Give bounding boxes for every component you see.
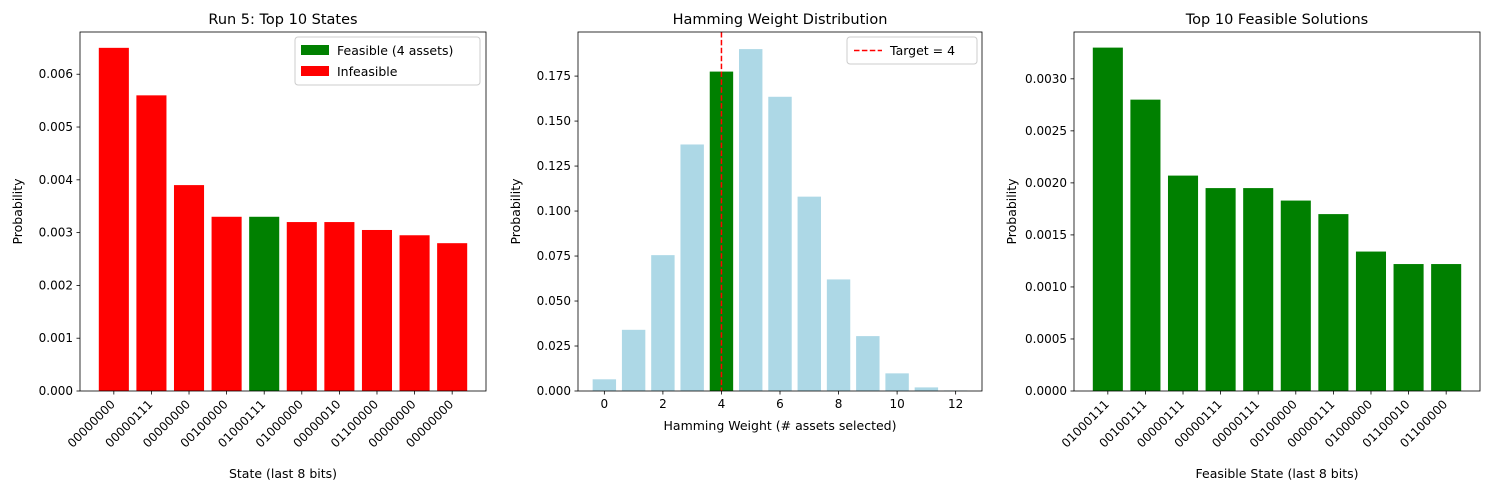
- legend-box: [846, 36, 978, 65]
- y-tick-label: 0.100: [537, 204, 571, 218]
- x-tick-label: 12: [948, 397, 963, 411]
- chart-panel-3: 0.0000 0.0005 0.0010 0.0015 0.0020 0.0025 0.00…: [1004, 12, 1481, 481]
- bar: [1130, 99, 1161, 391]
- bar: [914, 387, 939, 391]
- y-axis-label: Probability: [1004, 178, 1019, 245]
- y-tick-label: 0.000: [537, 384, 571, 398]
- bar: [1318, 214, 1349, 391]
- bar: [592, 379, 617, 391]
- bar: [1243, 188, 1274, 391]
- bar: [399, 235, 430, 391]
- legend-label: Feasible (4 assets): [337, 43, 453, 58]
- y-tick-label: 0.002: [39, 278, 73, 292]
- x-axis-label: Feasible State (last 8 bits): [1196, 466, 1359, 481]
- bar: [361, 229, 393, 391]
- bar: [680, 144, 704, 391]
- legend: Target = 4: [846, 36, 978, 65]
- legend-swatch: [301, 66, 329, 76]
- bar: [324, 222, 355, 391]
- y-tick-label: 0.175: [537, 69, 571, 83]
- y-tick-label: 0.0025: [1025, 124, 1067, 138]
- y-tick-label: 0.004: [39, 173, 73, 187]
- bar: [1280, 200, 1311, 391]
- bar: [211, 216, 242, 391]
- y-tick-label: 0.005: [39, 120, 73, 134]
- bar: [1167, 175, 1199, 391]
- bar: [1393, 264, 1424, 391]
- bar: [768, 96, 792, 391]
- y-tick-label: 0.003: [39, 226, 73, 240]
- y-tick-label: 0.0005: [1025, 332, 1067, 346]
- bar: [856, 336, 880, 391]
- bar: [621, 329, 646, 391]
- y-tick-label: 0.001: [39, 331, 73, 345]
- y-tick-label: 0.150: [537, 114, 571, 128]
- y-tick-label: 0.0000: [1025, 384, 1067, 398]
- chart-title: Top 10 Feasible Solutions: [1185, 12, 1368, 28]
- x-axis-label: Hamming Weight (# assets selected): [664, 418, 897, 433]
- bar: [249, 216, 280, 391]
- bar: [1205, 188, 1236, 391]
- bar: [437, 243, 468, 391]
- bar: [651, 255, 675, 391]
- bar: [1355, 251, 1387, 391]
- x-tick-label: 0: [601, 397, 609, 411]
- y-axis-label: Probability: [10, 178, 25, 245]
- bar: [826, 279, 851, 391]
- legend-label: Infeasible: [337, 64, 398, 79]
- axes-frame: [79, 31, 487, 392]
- x-axis-label: State (last 8 bits): [229, 466, 337, 481]
- bar: [1431, 264, 1462, 391]
- y-axis-label: Probability: [508, 178, 523, 245]
- legend-label: Target = 4: [889, 43, 955, 58]
- chart-panel-2: 0.000 0.025 0.050 0.075 0.100 0.125 0.150 0.175…: [508, 12, 983, 433]
- y-tick-label: 0.006: [39, 67, 73, 81]
- axes-frame: [1073, 31, 1481, 392]
- bar: [1092, 47, 1123, 392]
- bar: [98, 47, 129, 392]
- bar: [173, 185, 205, 391]
- y-tick-label: 0.0020: [1025, 176, 1067, 190]
- bar: [286, 222, 317, 391]
- y-tick-label: 0.0030: [1025, 72, 1067, 86]
- bar: [797, 196, 821, 391]
- chart-title: Hamming Weight Distribution: [673, 12, 888, 28]
- chart-panel-1: 0.0000.0010.0020.0030.0040.0050.00600000…: [10, 12, 487, 481]
- bar: [136, 95, 167, 391]
- y-tick-label: 0.000: [39, 384, 73, 398]
- x-tick-label: 4: [718, 397, 726, 411]
- legend: Feasible (4 assets) Infeasible: [294, 36, 481, 86]
- y-tick-label: 0.125: [537, 159, 571, 173]
- x-tick-label: 2: [659, 397, 667, 411]
- legend-swatch: [301, 45, 329, 55]
- y-tick-label: 0.050: [537, 294, 571, 308]
- bar: [885, 373, 909, 391]
- x-tick-label: 8: [835, 397, 843, 411]
- x-tick-label: 6: [776, 397, 784, 411]
- x-tick-label: 10: [889, 397, 904, 411]
- y-tick-label: 0.0010: [1025, 280, 1067, 294]
- y-tick-label: 0.025: [537, 339, 571, 353]
- bar: [739, 49, 763, 391]
- y-tick-label: 0.0015: [1025, 228, 1067, 242]
- legend-box: [294, 36, 481, 86]
- y-tick-label: 0.075: [537, 249, 571, 263]
- chart-title: Run 5: Top 10 States: [208, 12, 357, 28]
